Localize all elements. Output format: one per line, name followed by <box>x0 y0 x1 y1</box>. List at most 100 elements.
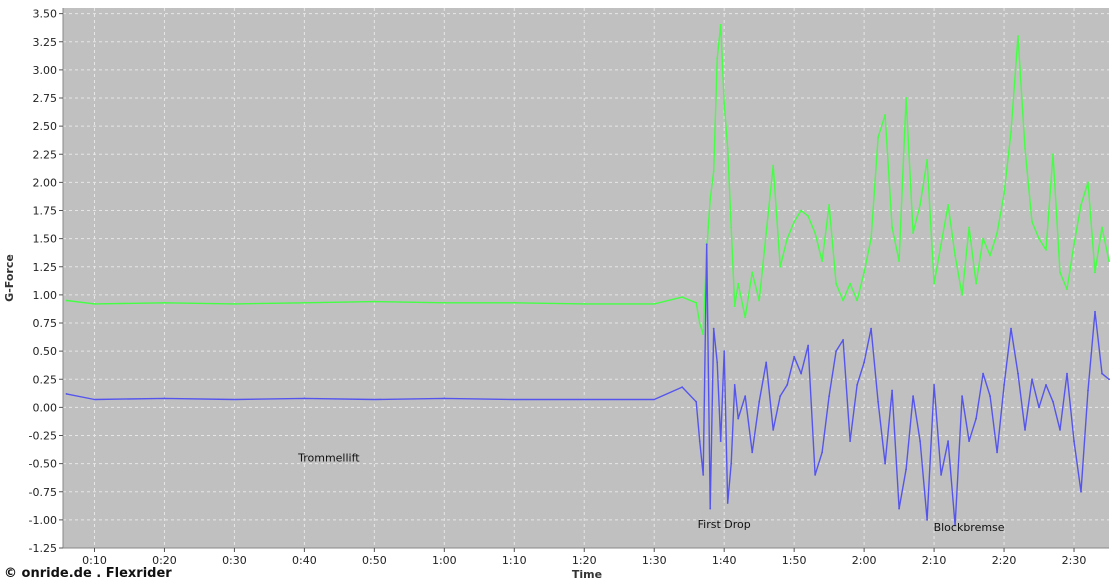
series-point <box>65 299 68 302</box>
y-tick-label: -1.25 <box>29 542 57 555</box>
x-tick-label: 0:30 <box>222 554 247 567</box>
series-point <box>1003 192 1005 195</box>
series-point <box>779 265 782 268</box>
series-point <box>1101 372 1103 375</box>
series-point <box>989 395 991 398</box>
series-point <box>716 361 719 364</box>
series-point <box>163 397 166 400</box>
series-point <box>779 395 782 398</box>
x-axis-title: Time <box>572 568 602 581</box>
series-point <box>905 468 907 471</box>
annotations: Trommellift First Drop Blockbremse <box>297 451 1005 534</box>
series-point <box>751 451 754 454</box>
series-point <box>1045 248 1047 251</box>
series-point <box>982 372 984 375</box>
y-tick-label: 1.00 <box>33 289 58 302</box>
x-tick-label: 1:40 <box>712 554 737 567</box>
series-point <box>1101 226 1103 229</box>
series-point <box>996 451 998 454</box>
series-point <box>709 198 712 201</box>
y-tick-label: -0.75 <box>29 486 57 499</box>
series-point <box>702 333 705 336</box>
series-point <box>744 316 747 319</box>
series-point <box>303 397 306 400</box>
series-point <box>1038 406 1040 409</box>
series-point <box>719 23 722 26</box>
series-point <box>954 524 956 527</box>
y-tick-label: 1.50 <box>33 233 58 246</box>
series-point <box>698 440 701 443</box>
series-point <box>1038 237 1040 240</box>
series-point <box>891 389 894 392</box>
series-point <box>583 302 586 305</box>
series-point <box>786 237 789 240</box>
series-point <box>926 518 928 521</box>
series-point <box>1031 220 1033 223</box>
y-tick-label: 0.00 <box>33 401 58 414</box>
series-point <box>1017 35 1019 38</box>
x-tick-label: 2:30 <box>1062 554 1087 567</box>
series-point <box>835 282 838 285</box>
series-point <box>93 302 96 305</box>
series-point <box>744 395 747 398</box>
x-tick-label: 1:10 <box>502 554 527 567</box>
series-point <box>653 398 656 401</box>
series-point <box>828 395 831 398</box>
series-point <box>233 398 236 401</box>
series-point <box>730 462 733 465</box>
series-point <box>856 383 859 386</box>
series-point <box>1094 271 1096 274</box>
annotation-label: Trommellift <box>297 451 360 464</box>
series-point <box>1003 383 1005 386</box>
x-tick-label: 0:40 <box>292 554 317 567</box>
series-point <box>793 355 796 358</box>
series-point <box>898 507 901 510</box>
series-point <box>758 299 761 302</box>
series-point <box>989 254 991 257</box>
series-point <box>1024 428 1026 431</box>
series-point <box>737 417 740 420</box>
series-point <box>961 293 963 296</box>
series-point <box>807 215 810 218</box>
series-point <box>898 260 901 263</box>
series-point <box>513 301 516 304</box>
x-tick-label: 0:20 <box>152 554 177 567</box>
y-tick-label: -0.50 <box>29 458 57 471</box>
x-tick-label: 1:50 <box>782 554 807 567</box>
series-point <box>940 243 942 246</box>
series-point <box>1010 130 1012 133</box>
series-point <box>303 301 306 304</box>
series-point <box>849 282 852 285</box>
y-tick-label: -1.00 <box>29 514 57 527</box>
series-lines <box>65 23 1110 527</box>
series-point <box>373 398 376 401</box>
y-tick-label: 0.50 <box>33 345 58 358</box>
y-axis-ticks: -1.25 -1.00 -0.75 -0.50 -0.25 0.00 0.25 0.50 0.7… <box>29 8 63 555</box>
y-tick-label: 2.50 <box>33 120 58 133</box>
series-point <box>982 237 984 240</box>
series-point <box>814 232 817 234</box>
series-point <box>758 400 761 403</box>
series-point <box>163 301 166 304</box>
x-axis-ticks: 0:10 0:20 0:30 0:40 0:50 1:00 1:10 1:20 1:30 1:40… <box>82 548 1086 567</box>
series-point <box>947 440 949 443</box>
series-point <box>705 243 708 246</box>
series-point <box>814 473 817 476</box>
series-point <box>800 372 803 375</box>
series-point <box>968 440 970 443</box>
series-point <box>975 417 977 420</box>
grid-lines <box>62 8 1109 549</box>
series-point <box>856 299 859 302</box>
y-tick-label: 3.00 <box>33 64 58 77</box>
series-point <box>733 383 736 386</box>
series-point <box>681 296 684 299</box>
series-point <box>765 232 768 234</box>
series-point <box>1066 372 1068 375</box>
y-axis-title: G-Force <box>3 254 16 302</box>
series-point <box>712 327 715 330</box>
series-point <box>726 147 729 150</box>
series-point <box>968 226 970 229</box>
series-point <box>905 97 907 99</box>
series-point <box>702 473 705 476</box>
